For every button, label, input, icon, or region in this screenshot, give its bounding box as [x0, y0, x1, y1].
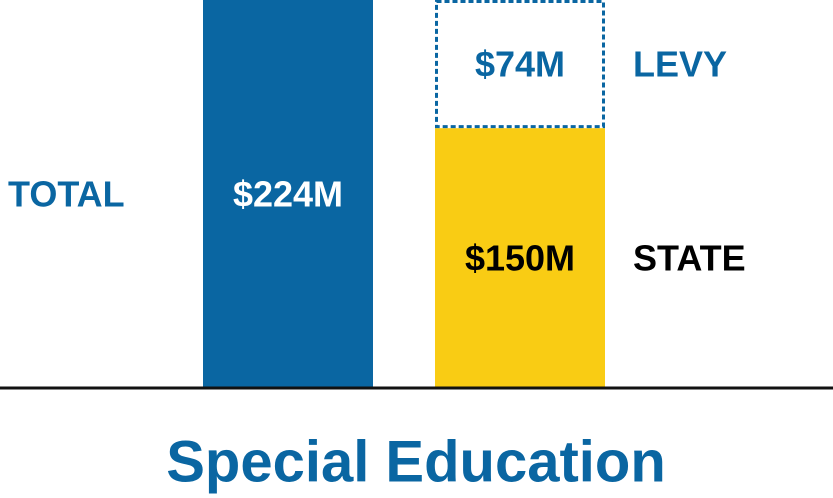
- segment-label: $150M: [465, 238, 575, 279]
- segment-name: LEVY: [633, 44, 727, 85]
- bar-segment: [435, 0, 605, 129]
- bar: [203, 0, 373, 388]
- bar-label: $224M: [233, 174, 343, 215]
- segment-label: $74M: [475, 44, 565, 85]
- segment-name: STATE: [633, 238, 746, 279]
- chart-title: Special Education: [166, 430, 666, 495]
- bar-name: TOTAL: [8, 174, 125, 215]
- bar-segment: [435, 128, 605, 388]
